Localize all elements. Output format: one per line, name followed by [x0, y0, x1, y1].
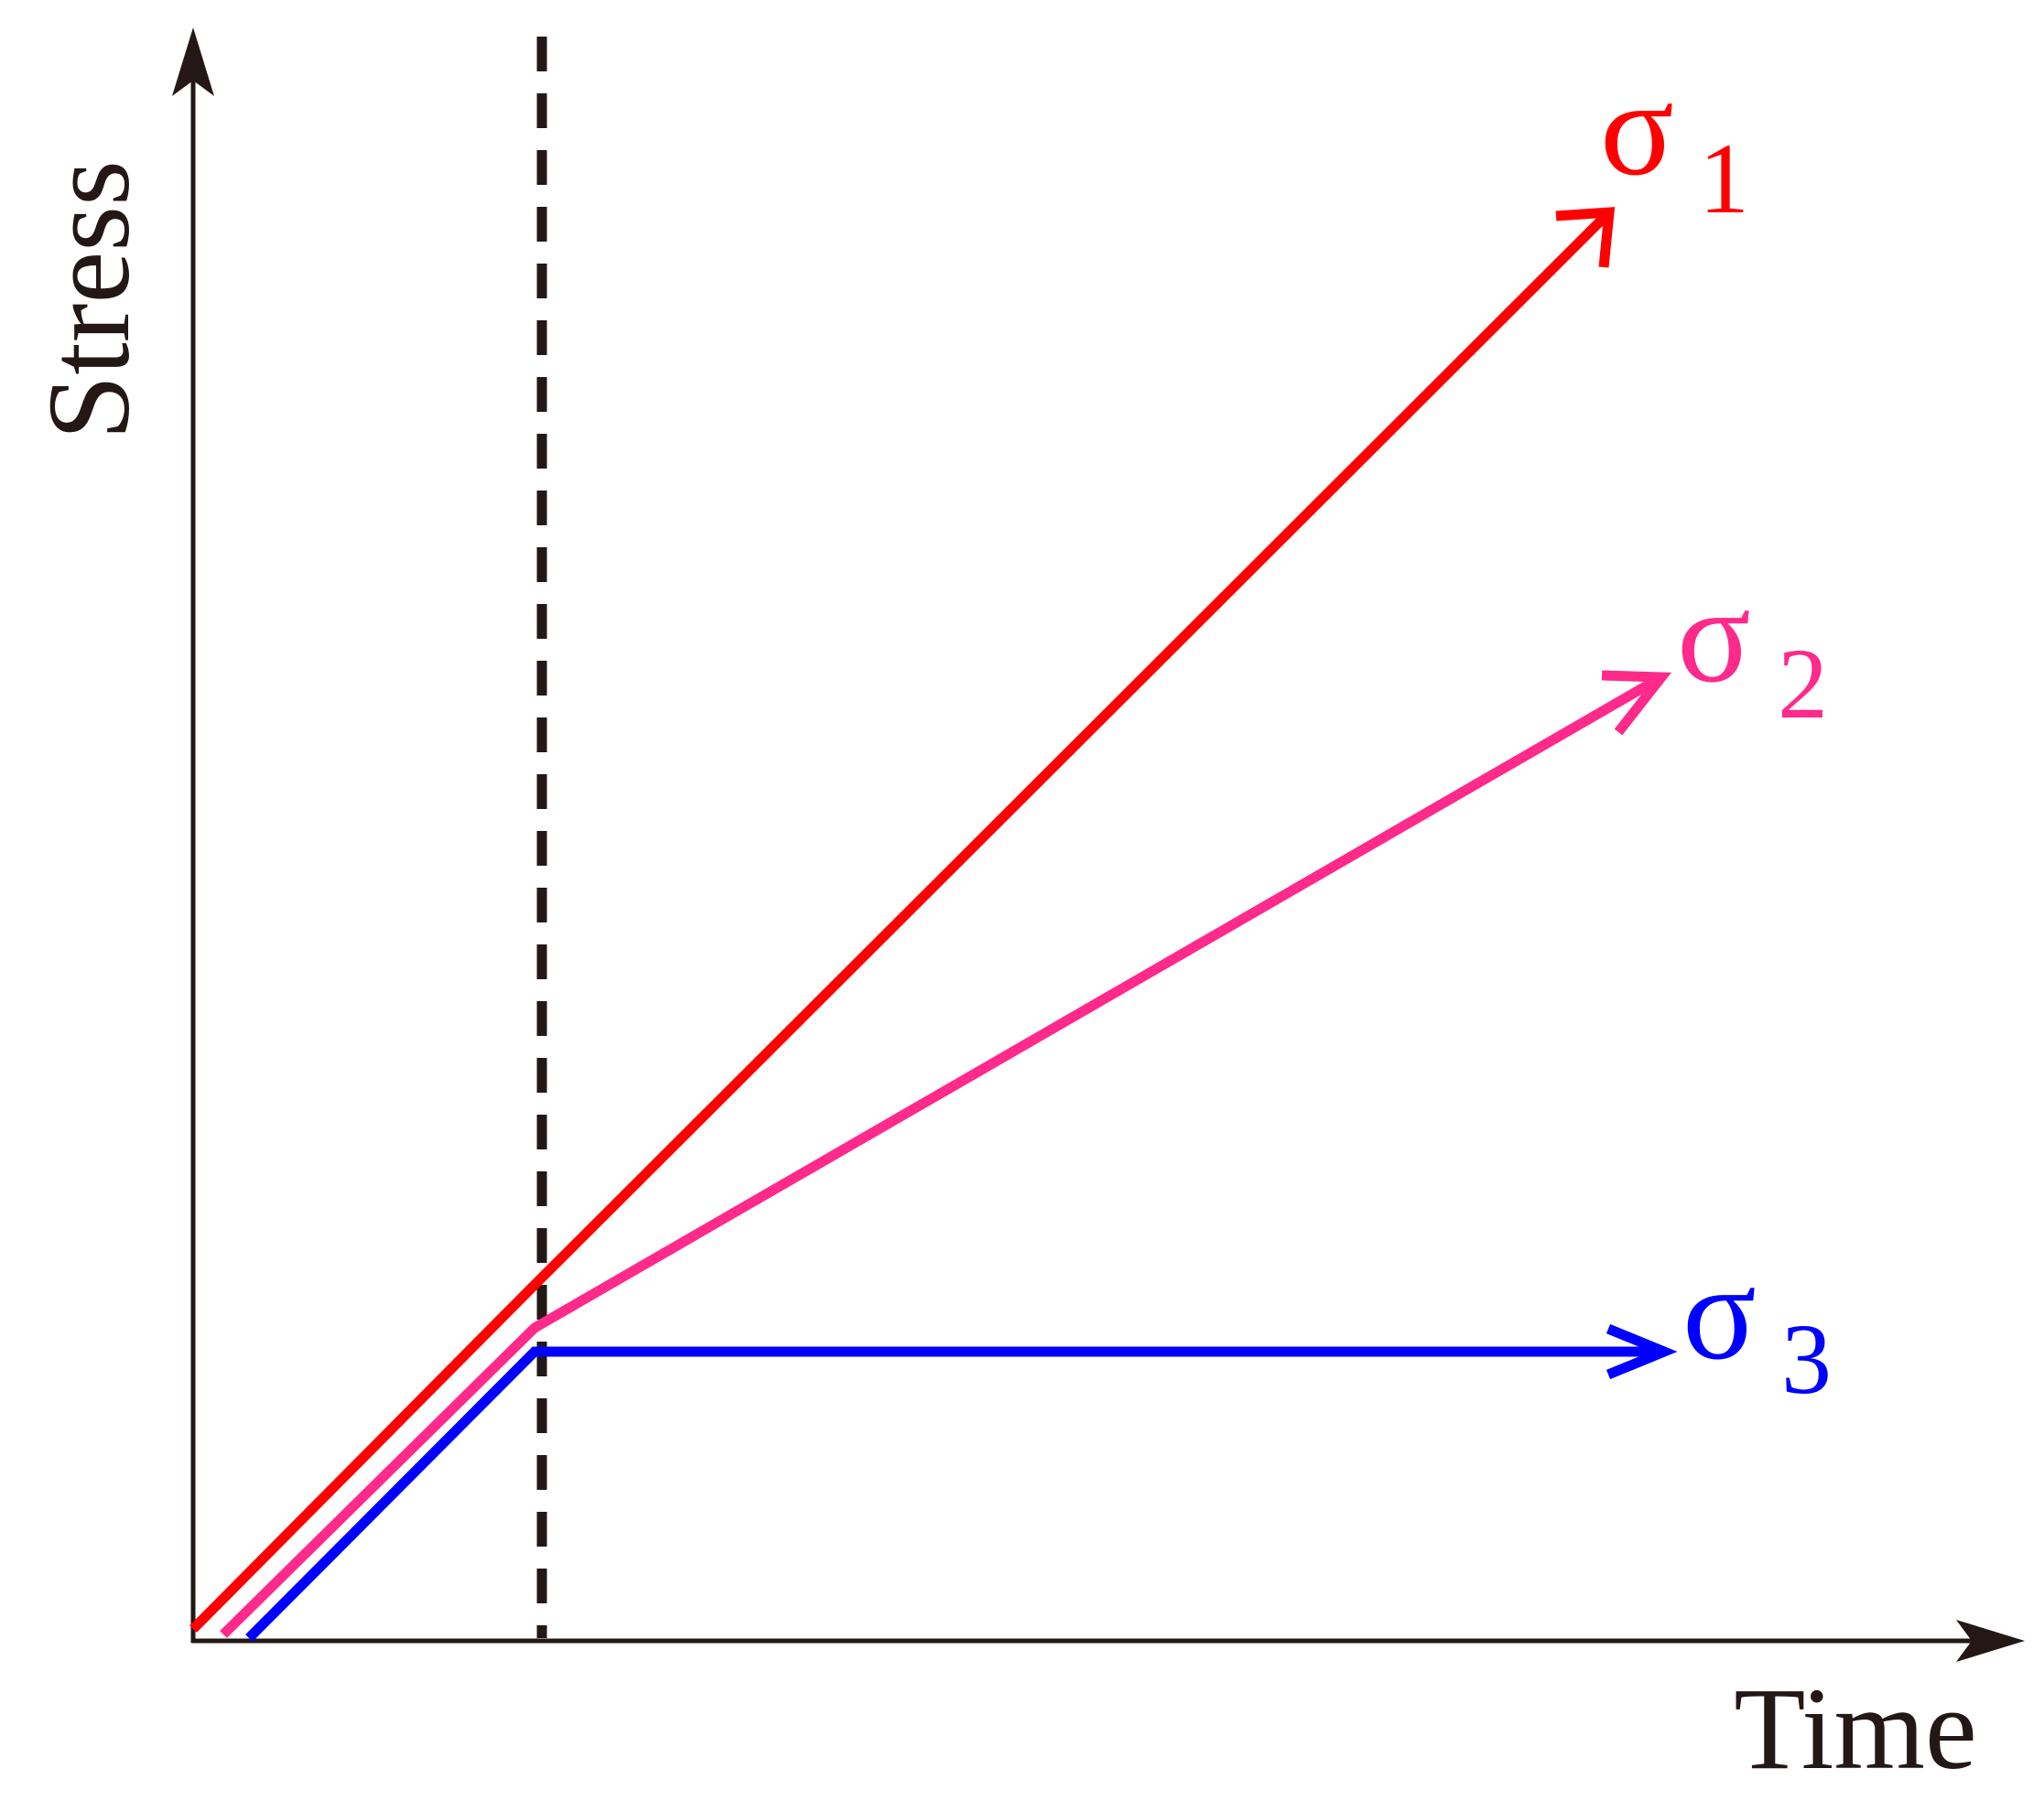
symbol: σ [1600, 52, 1674, 204]
subscript: 3 [1781, 1303, 1832, 1415]
y-axis-label: Stress [24, 160, 154, 440]
subscript: 1 [1699, 123, 1749, 234]
x-axis-label: Time [1734, 1664, 1977, 1794]
subscript: 2 [1778, 628, 1828, 739]
sigma2-line [220, 673, 1664, 1638]
sigma1-line [189, 209, 1613, 1633]
symbol: σ [1677, 559, 1751, 711]
sigma3-line [245, 1346, 1664, 1642]
curves [189, 207, 1678, 1642]
axes [172, 27, 2025, 1662]
symbol: σ [1682, 1236, 1757, 1388]
sigma1-arrowhead [1555, 207, 1616, 268]
sigma2-arrowhead [1601, 670, 1672, 736]
y-axis-arrow [172, 27, 214, 96]
x-axis-arrow [1956, 1620, 2025, 1662]
sigma3-arrowhead [1606, 1323, 1678, 1380]
